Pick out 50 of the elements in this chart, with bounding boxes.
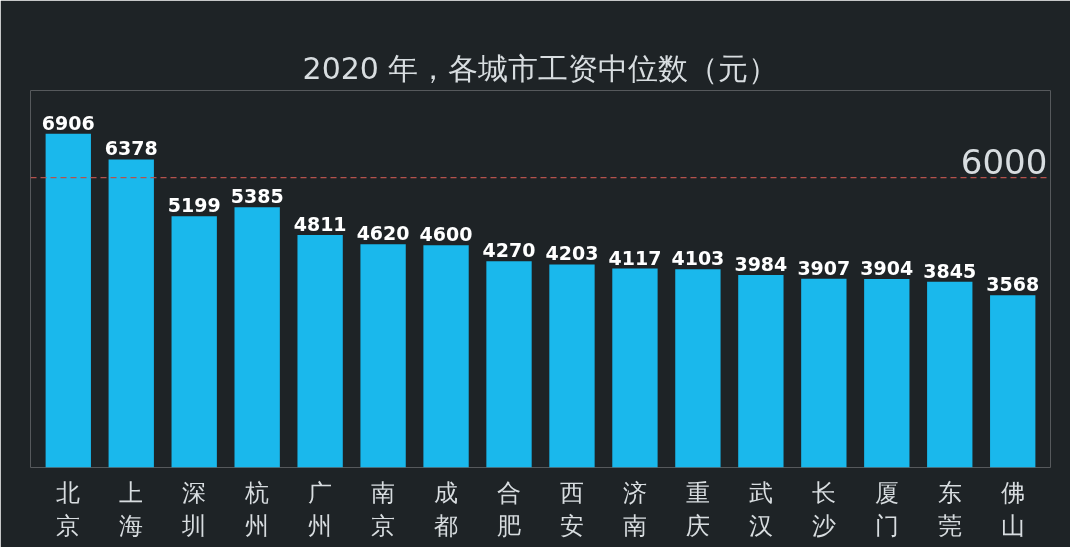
bar	[297, 235, 343, 468]
data-label: 6378	[104, 137, 158, 160]
data-label: 4103	[671, 247, 725, 270]
data-label: 3984	[734, 253, 788, 276]
x-tick-label: 东莞	[937, 478, 962, 541]
data-label: 4600	[419, 223, 473, 246]
bar	[675, 269, 721, 468]
bar	[360, 244, 406, 468]
x-tick-label: 长沙	[811, 478, 836, 541]
x-tick-label: 成都	[434, 478, 459, 541]
bar	[108, 159, 154, 468]
x-tick-label: 济南	[622, 478, 647, 541]
bar	[990, 295, 1036, 468]
x-tick-label: 佛山	[1000, 478, 1025, 541]
data-label: 3568	[986, 273, 1040, 296]
data-label: 4117	[608, 246, 662, 269]
x-tick-label: 合肥	[497, 478, 522, 541]
x-tick-label: 广州	[308, 478, 333, 541]
x-tick-label: 深圳	[181, 478, 207, 541]
data-label: 3904	[860, 256, 914, 279]
data-label: 6906	[41, 111, 95, 134]
x-tick-label: 杭州	[244, 478, 270, 541]
x-tick-label: 武汉	[748, 478, 773, 541]
bar	[738, 275, 784, 468]
data-label: 4620	[356, 222, 410, 245]
data-label: 4811	[293, 213, 347, 236]
x-tick-label: 南京	[371, 478, 396, 541]
x-tick-label: 北京	[56, 478, 81, 541]
bar	[612, 268, 658, 468]
bar	[927, 281, 973, 468]
x-tick-label: 重庆	[685, 478, 710, 541]
data-label: 4270	[482, 239, 536, 262]
bar	[45, 133, 91, 468]
data-label: 3845	[923, 259, 977, 282]
x-tick-label: 厦门	[874, 478, 899, 541]
data-label: 5199	[167, 194, 221, 217]
bar	[171, 216, 217, 468]
bar	[486, 261, 532, 468]
data-label: 5385	[230, 185, 284, 208]
bar	[549, 264, 595, 468]
chart-title: 2020 年，各城市工资中位数（元）	[302, 50, 779, 86]
data-label: 4203	[545, 242, 599, 265]
x-tick-label: 西安	[559, 478, 584, 541]
data-label: 3907	[797, 256, 851, 279]
ref-line-label: 6000	[960, 141, 1048, 182]
x-tick-label: 上海	[119, 478, 144, 541]
bar	[801, 278, 847, 468]
bar	[423, 245, 469, 468]
bar	[234, 207, 280, 468]
bar	[864, 278, 910, 468]
